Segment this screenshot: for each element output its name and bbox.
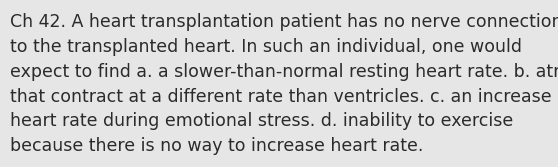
Text: because there is no way to increase heart rate.: because there is no way to increase hear… <box>10 137 424 155</box>
Text: that contract at a different rate than ventricles. c. an increase in: that contract at a different rate than v… <box>10 88 558 106</box>
Text: expect to find a. a slower-than-normal resting heart rate. b. atria: expect to find a. a slower-than-normal r… <box>10 63 558 81</box>
Text: Ch 42. A heart transplantation patient has no nerve connections: Ch 42. A heart transplantation patient h… <box>10 13 558 31</box>
Text: to the transplanted heart. In such an individual, one would: to the transplanted heart. In such an in… <box>10 38 522 56</box>
Text: heart rate during emotional stress. d. inability to exercise: heart rate during emotional stress. d. i… <box>10 112 513 130</box>
